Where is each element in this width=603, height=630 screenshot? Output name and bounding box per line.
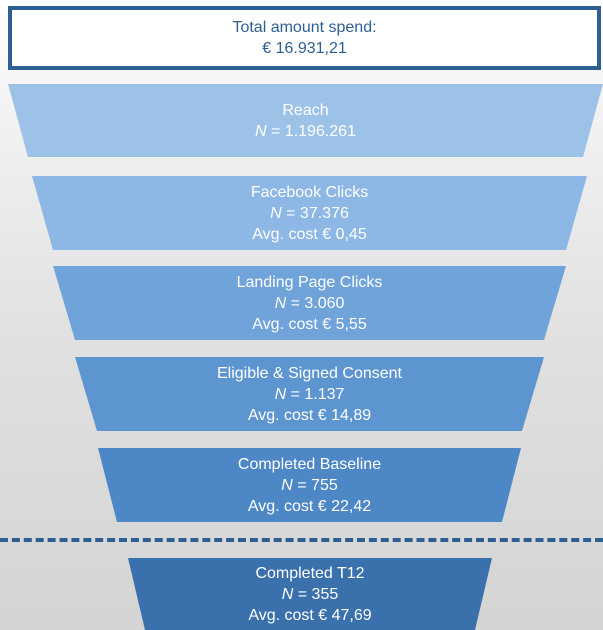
stage-count-label: N [274,294,287,312]
funnel-stage: Landing Page Clicks N = 3.060 Avg. cost € … [53,266,566,340]
stage-name: Completed Baseline [237,455,382,473]
funnel-stage: Facebook Clicks N = 37.376 Avg. cost € 0,4… [32,176,587,250]
stage-avg-cost: Avg. cost € 22,42 [247,497,372,515]
dashed-divider [0,538,603,542]
stage-name: Landing Page Clicks [236,273,383,291]
stage-count-value: = 1.196.261 [266,122,356,140]
stage-count: N = 3.060 [275,293,345,314]
stage-avg-cost: Avg. cost € 5,55 [252,315,367,333]
total-spend-amount: € 16.931,21 [262,40,347,57]
stage-count: N = 1.137 [275,384,345,405]
funnel-stage: Completed Baseline N = 755 Avg. cost € 22,… [98,448,521,522]
stage-count: N = 1.196.261 [255,121,356,142]
stage-count-label: N [281,585,294,603]
stage-count: N = 37.376 [270,203,349,224]
stage-count-label: N [281,476,293,494]
stage-avg-cost: Avg. cost € 14,89 [247,406,372,424]
stage-name: Facebook Clicks [250,183,369,201]
stage-count-value: = 355 [293,585,339,603]
stage-avg-cost: Avg. cost € 0,45 [252,225,367,243]
funnel-stage: Eligible & Signed Consent N = 1.137 Avg. c… [75,357,544,431]
stage-count-value: = 755 [292,476,338,494]
funnel-stage: Completed T12 N = 355 Avg. cost € 47,69 [128,558,492,630]
stage-count-label: N [274,385,287,403]
total-spend-box: Total amount spend: € 16.931,21 [8,6,601,70]
stage-count-label: N [255,122,267,140]
total-spend-label: Total amount spend: [232,19,377,36]
funnel-stage: Reach N = 1.196.261 [8,84,603,157]
stage-name: Reach [282,101,329,119]
stage-count: N = 355 [282,584,339,605]
stage-count: N = 755 [281,475,338,496]
stage-count-value: = 37.376 [281,204,349,222]
stage-name: Completed T12 [255,564,365,582]
stage-avg-cost: Avg. cost € 47,69 [248,606,372,624]
stage-count-label: N [270,204,282,222]
stage-count-value: = 3.060 [286,294,345,312]
stage-count-value: = 1.137 [286,385,345,403]
stage-name: Eligible & Signed Consent [216,364,402,382]
